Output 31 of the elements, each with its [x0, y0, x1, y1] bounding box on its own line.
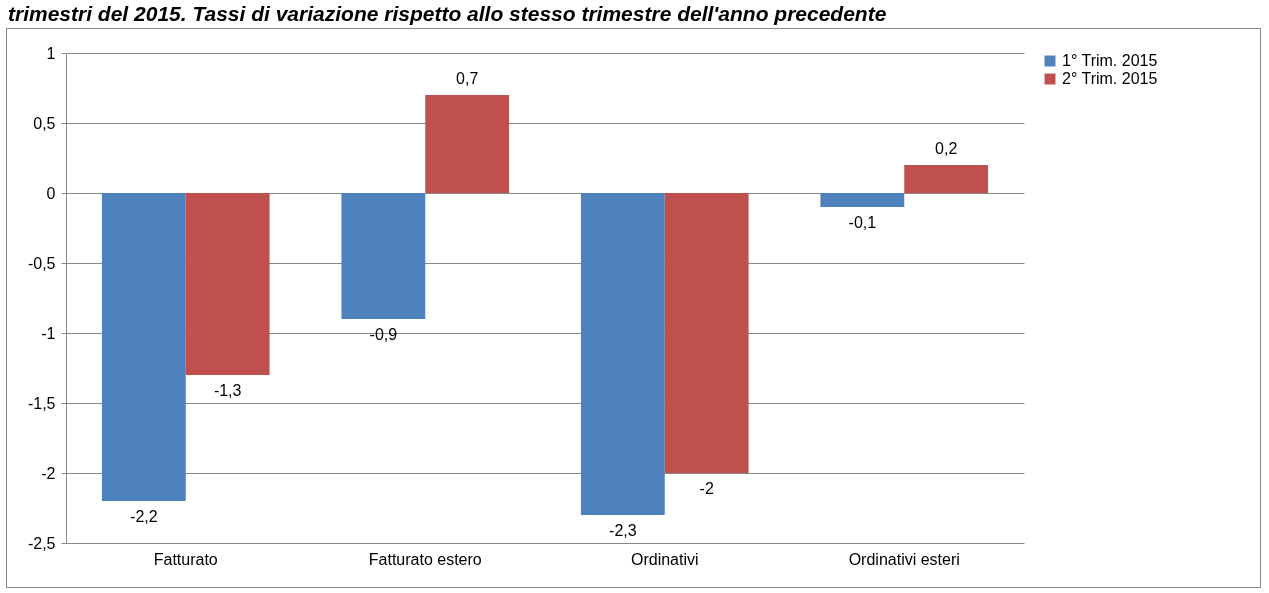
x-tick-label: Ordinativi [630, 550, 699, 568]
y-tick-label: -0,5 [27, 254, 56, 272]
bar [664, 193, 749, 473]
data-label: -2,3 [609, 522, 637, 539]
y-tick-label: -2 [41, 464, 56, 482]
legend-label: 1° Trim. 2015 [1062, 52, 1158, 69]
bar [101, 193, 186, 501]
y-tick-label: 1 [46, 44, 56, 62]
data-label: -2 [699, 480, 714, 497]
data-label: -0,9 [369, 326, 398, 343]
y-tick-label: 0 [46, 184, 56, 202]
x-tick-label: Ordinativi esteri [848, 550, 960, 568]
data-label: 0,2 [935, 140, 958, 157]
x-tick-label: Fatturato estero [368, 550, 482, 568]
y-tick-label: -1 [41, 324, 56, 342]
legend-label: 2° Trim. 2015 [1062, 70, 1158, 87]
y-tick-label: 0,5 [33, 114, 56, 132]
data-label: 0,7 [456, 70, 479, 87]
chart-title: trimestri del 2015. Tassi di variazione rispetto allo stesso trimestre dell'anno precedente [7, 1, 888, 27]
bar [820, 193, 905, 207]
data-label: -2,2 [130, 508, 158, 525]
data-label: -0,1 [848, 214, 877, 231]
data-label: -1,3 [213, 382, 242, 399]
y-tick-label: -2,5 [27, 534, 56, 552]
y-tick-label: -1,5 [27, 394, 56, 412]
bar [425, 95, 510, 193]
x-tick-label: Fatturato [153, 550, 218, 568]
bar [580, 193, 665, 515]
bar [185, 193, 270, 375]
bar [904, 165, 989, 193]
bar [341, 193, 426, 319]
